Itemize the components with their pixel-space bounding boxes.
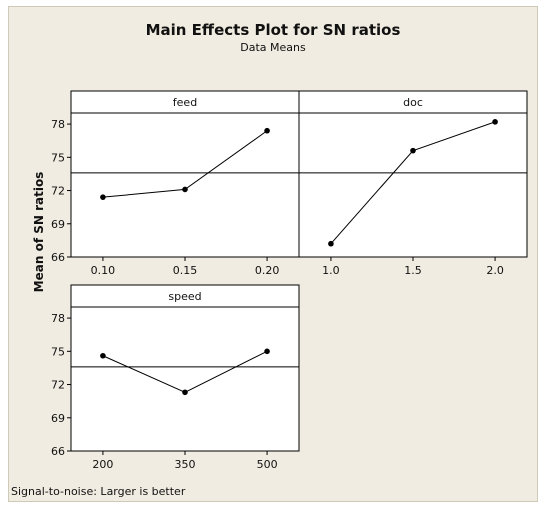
x-tick-label: 200 [92, 458, 113, 471]
panel-title-feed: feed [173, 96, 197, 109]
y-tick-label: 72 [51, 379, 65, 392]
y-tick-label: 72 [51, 185, 65, 198]
x-tick-label: 500 [257, 458, 278, 471]
data-point-speed [264, 348, 270, 355]
footnote: Signal-to-noise: Larger is better [11, 485, 186, 498]
panel-title-doc: doc [403, 96, 423, 109]
y-axis-label: Mean of SN ratios [32, 172, 46, 293]
data-point-doc [492, 119, 498, 125]
panels-group: feed 66 69 72 75 78 0.10 0.15 0.20 doc 1.0 1.5 2.0 sp… [51, 90, 528, 471]
chart-frame: Main Effects Plot for SN ratios Data Mea… [8, 6, 538, 502]
x-tick-label: 2.0 [486, 264, 504, 277]
chart-title: Main Effects Plot for SN ratios [146, 21, 401, 39]
y-tick-label: 78 [51, 118, 65, 131]
y-tick-label: 69 [51, 412, 65, 425]
panel-feed [70, 90, 300, 258]
y-tick-label: 66 [51, 445, 65, 458]
y-tick-label: 69 [51, 218, 65, 231]
x-tick-label: 1.0 [322, 264, 340, 277]
x-tick-label: 0.20 [255, 264, 280, 277]
data-point-feed [100, 194, 106, 200]
y-tick-label: 75 [51, 151, 65, 164]
x-tick-label: 0.15 [173, 264, 198, 277]
data-point-speed [100, 352, 106, 359]
y-tick-label: 66 [51, 251, 65, 264]
data-point-feed [264, 127, 270, 134]
data-point-feed [182, 186, 188, 193]
x-tick-label: 1.5 [404, 264, 422, 277]
chart-subtitle: Data Means [240, 41, 306, 54]
data-point-speed [182, 389, 188, 396]
x-tick-label: 350 [175, 458, 196, 471]
data-point-doc [328, 240, 334, 247]
data-point-doc [410, 147, 416, 154]
panel-title-speed: speed [168, 290, 201, 303]
main-effects-chart: Main Effects Plot for SN ratios Data Mea… [11, 21, 528, 498]
y-tick-label: 78 [51, 312, 65, 325]
x-tick-label: 0.10 [91, 264, 116, 277]
panel-speed [70, 284, 300, 452]
y-tick-label: 75 [51, 345, 65, 358]
panel-doc [298, 90, 528, 258]
